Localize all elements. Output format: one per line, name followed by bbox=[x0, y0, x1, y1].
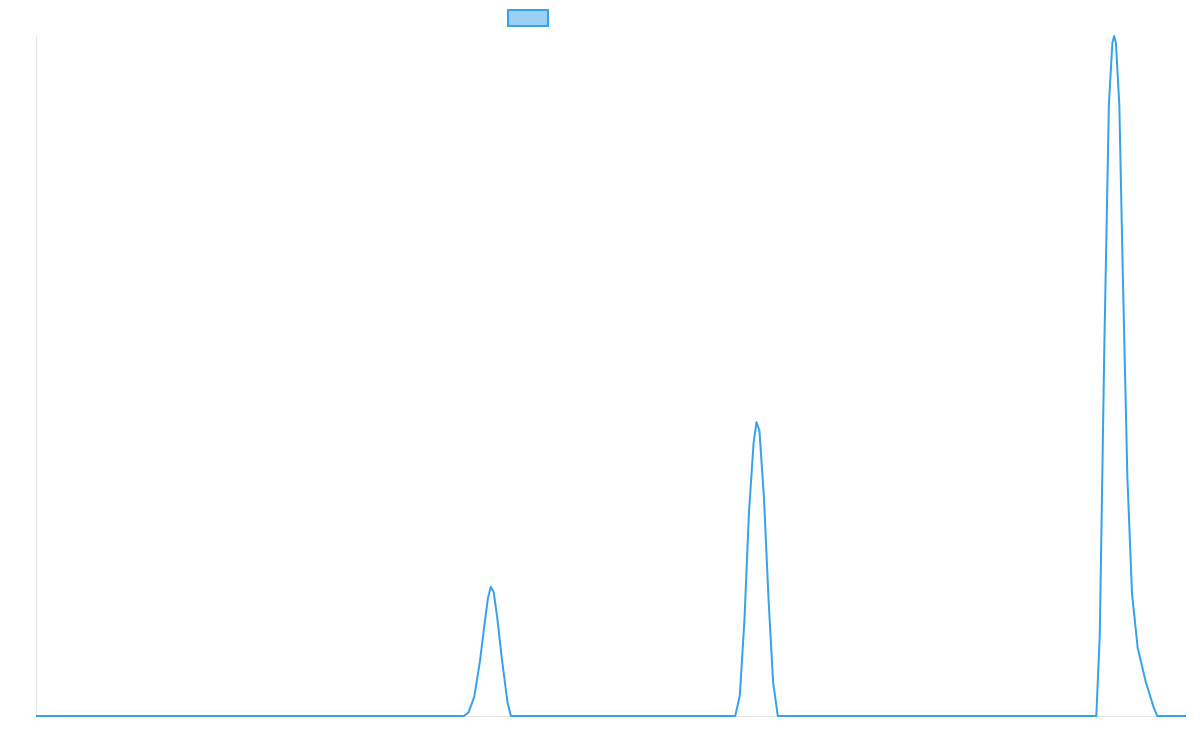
series-layer bbox=[36, 35, 1186, 717]
legend[interactable] bbox=[507, 9, 549, 27]
legend-swatch[interactable] bbox=[507, 9, 549, 27]
series-line-0 bbox=[36, 35, 1186, 717]
